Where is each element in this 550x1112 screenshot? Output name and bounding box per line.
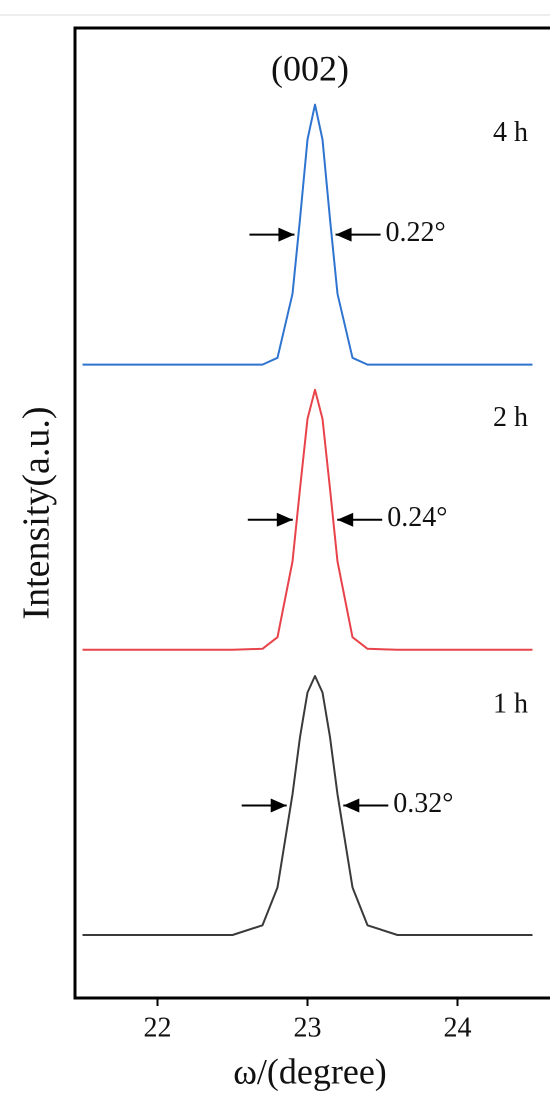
fwhm-arrow-left-head	[278, 227, 295, 242]
x-axis-label: ω/(degree)	[233, 1051, 387, 1091]
y-axis-label: Intensity(a.u.)	[16, 406, 58, 619]
fwhm-arrow-right-head	[335, 227, 352, 242]
series-label: 4 h	[493, 117, 528, 148]
fwhm-label: 0.24°	[387, 502, 447, 533]
series-line	[82, 388, 533, 651]
x-tick-label: 24	[444, 1012, 472, 1043]
series-label: 2 h	[493, 402, 528, 433]
x-tick-label: 22	[144, 1012, 172, 1043]
series-line	[82, 103, 533, 366]
fwhm-arrow-right-head	[343, 798, 360, 813]
chart-title: (002)	[271, 48, 349, 88]
axis-frame	[73, 26, 550, 1000]
series-label: 1 h	[493, 688, 528, 719]
fwhm-label: 0.22°	[386, 217, 446, 248]
series-line	[82, 675, 533, 936]
fwhm-arrow-left-head	[276, 512, 293, 527]
fwhm-label: 0.32°	[393, 788, 453, 819]
x-tick-label: 23	[294, 1012, 322, 1043]
fwhm-arrow-left-head	[270, 798, 287, 813]
fwhm-arrow-right-head	[337, 512, 354, 527]
